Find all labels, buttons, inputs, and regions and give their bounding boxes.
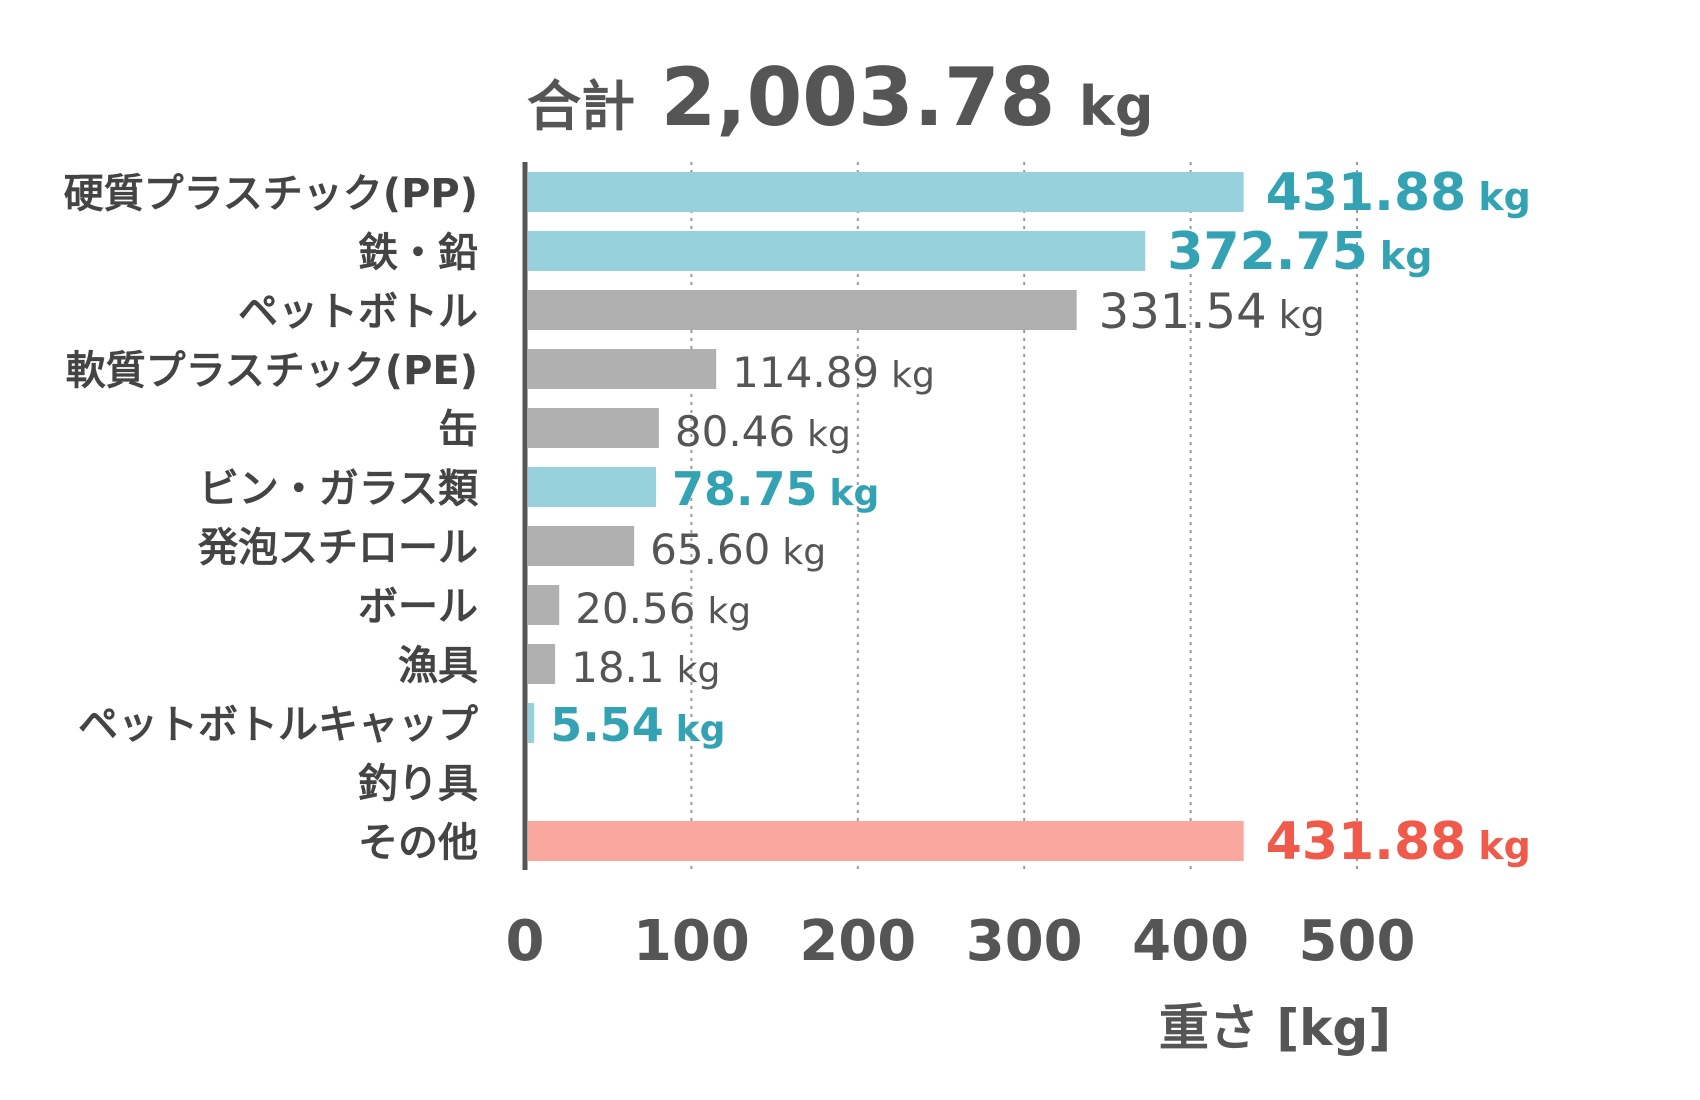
bar [528, 821, 1244, 861]
value-label: 65.60 kg [650, 525, 826, 574]
value-label: 78.75 kg [672, 462, 879, 516]
value-label: 114.89 kg [732, 348, 935, 397]
x-tick-label: 500 [1299, 909, 1416, 974]
bar [528, 172, 1244, 212]
title-unit: kg [1079, 75, 1154, 138]
category-label: 缶 [438, 407, 478, 453]
category-label: その他 [358, 820, 478, 866]
category-label: 硬質プラスチック(PP) [64, 171, 478, 217]
title-prefix: 合計 [527, 75, 635, 138]
title-value: 2,003.78 [661, 51, 1056, 144]
bar [528, 467, 657, 507]
category-label: 軟質プラスチック(PE) [66, 348, 478, 394]
bar [528, 349, 717, 389]
x-tick-label: 200 [799, 909, 916, 974]
bar [528, 703, 535, 743]
x-tick-label: 400 [1132, 909, 1249, 974]
bar [528, 644, 556, 684]
category-label: 釣り具 [358, 761, 478, 807]
value-label: 80.46 kg [675, 407, 851, 456]
category-label: ボール [358, 584, 478, 630]
x-axis-title: 重さ [kg] [1159, 999, 1391, 1057]
value-label: 331.54 kg [1099, 284, 1325, 340]
chart-title: 合計 2,003.78 kg [527, 51, 1154, 144]
bar [528, 231, 1146, 271]
value-label: 5.54 kg [550, 698, 725, 752]
category-label: ビン・ガラス類 [199, 466, 479, 512]
bar [528, 526, 635, 566]
x-tick-labels: 0 100 200 300 400 500 [506, 909, 1416, 974]
value-label: 431.88 kg [1266, 812, 1531, 872]
category-label: 漁具 [398, 643, 478, 689]
bars [528, 172, 1244, 861]
category-label: 鉄・鉛 [358, 230, 478, 276]
category-label: 発泡スチロール [198, 525, 478, 571]
bar [528, 585, 560, 625]
value-label: 372.75 kg [1167, 222, 1432, 282]
value-label: 431.88 kg [1266, 163, 1531, 223]
x-tick-label: 300 [966, 909, 1083, 974]
category-label: ペットボトルキャップ [78, 702, 478, 748]
grid-lines [690, 162, 1358, 870]
x-tick-label: 0 [506, 909, 545, 974]
bar [528, 290, 1077, 330]
x-tick-label: 100 [633, 909, 750, 974]
value-label: 18.1 kg [571, 643, 720, 692]
bar [528, 408, 659, 448]
category-label: ペットボトル [238, 289, 478, 335]
value-label: 20.56 kg [575, 584, 751, 633]
